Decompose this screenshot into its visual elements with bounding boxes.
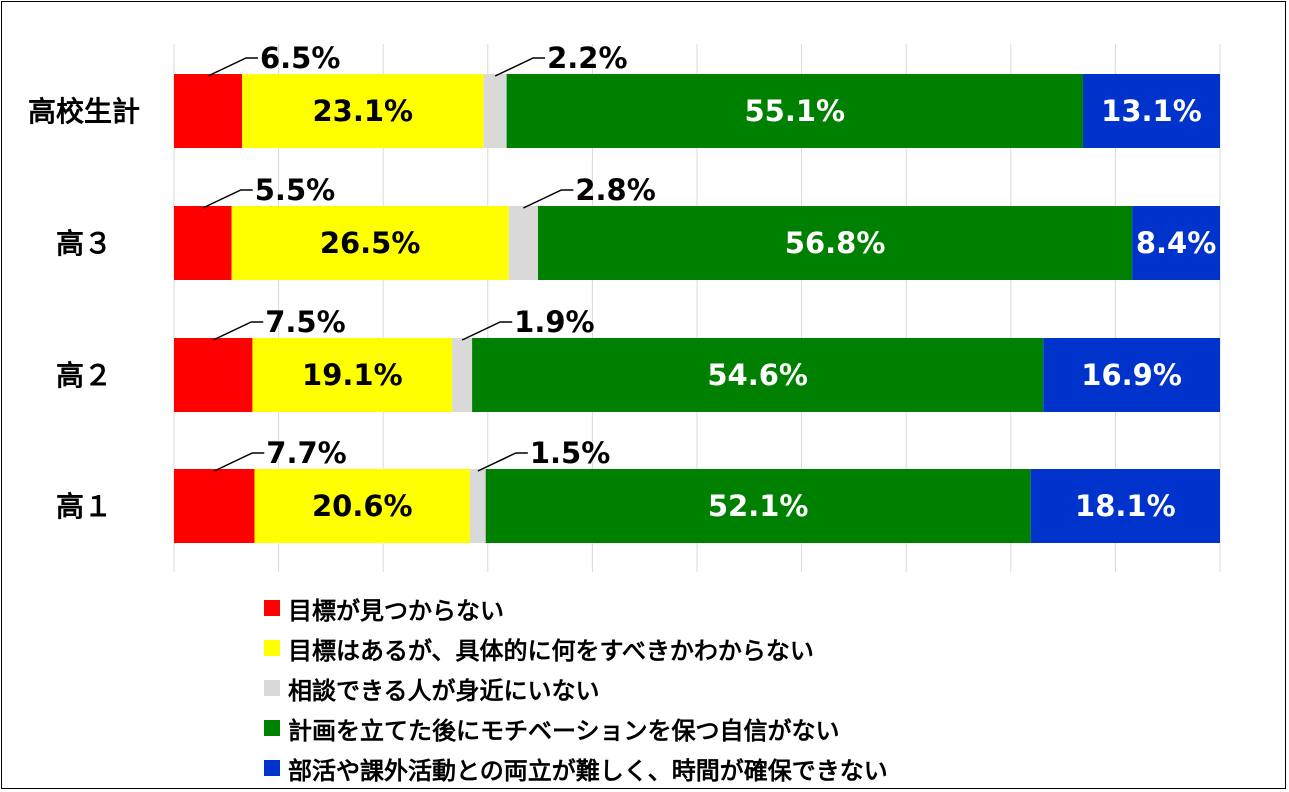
bar-segment xyxy=(485,469,1031,543)
data-label: 23.1% xyxy=(312,94,413,128)
data-label: 8.4% xyxy=(1136,226,1216,260)
data-label: 1.5% xyxy=(530,436,610,470)
bar-segment xyxy=(508,206,539,280)
data-label: 7.5% xyxy=(265,305,345,339)
stacked-bar-chart: 6.5% 23.1% 2.2% 55.1% 13.1% 5.5% 26.5% 2.8% 56.8… xyxy=(28,41,1221,572)
bar-segment xyxy=(472,338,1044,412)
data-label: 52.1% xyxy=(708,489,809,523)
legend-label: 目標が見つからない xyxy=(288,596,504,625)
leader-line xyxy=(523,189,574,209)
bar-segment xyxy=(174,74,242,148)
legend-item: 相談できる人が身近にいない xyxy=(264,668,1064,708)
bar-segment xyxy=(231,206,509,280)
legend-item: 目標はあるが、具体的に何をすべきかわからない xyxy=(264,628,1064,668)
legend-item: 計画を立てた後にモチベーションを保つ自信がない xyxy=(264,708,1064,748)
bar-segment xyxy=(174,338,253,412)
legend-swatch xyxy=(264,760,280,776)
data-label: 54.6% xyxy=(707,358,808,392)
data-label: 16.9% xyxy=(1081,358,1182,392)
bar-segment xyxy=(1030,469,1220,543)
leader-line xyxy=(477,452,528,472)
leader-line xyxy=(212,321,264,341)
data-label: 20.6% xyxy=(312,489,413,523)
leader-line xyxy=(494,57,546,77)
legend-label: 目標はあるが、具体的に何をすべきかわからない xyxy=(288,636,814,665)
leader-line xyxy=(202,189,253,209)
data-label: 26.5% xyxy=(320,226,421,260)
category-label: 高１ xyxy=(56,490,112,523)
data-label: 1.9% xyxy=(514,305,594,339)
legend-swatch xyxy=(264,600,280,616)
data-label: 55.1% xyxy=(744,94,845,128)
legend-label: 計画を立てた後にモチベーションを保つ自信がない xyxy=(288,716,840,745)
data-label: 19.1% xyxy=(302,358,403,392)
bar-segment xyxy=(241,74,484,148)
data-label: 7.7% xyxy=(266,436,346,470)
data-label: 56.8% xyxy=(785,226,886,260)
legend-swatch xyxy=(264,720,280,736)
legend-swatch xyxy=(264,640,280,656)
bar-segment xyxy=(1043,338,1220,412)
data-label: 2.2% xyxy=(547,41,627,75)
data-label: 5.5% xyxy=(255,173,335,207)
legend: 目標が見つからない目標はあるが、具体的に何をすべきかわからない 相談できる人が身近… xyxy=(264,588,1064,788)
data-label: 6.5% xyxy=(260,41,340,75)
leader-line xyxy=(207,57,258,77)
data-label: 18.1% xyxy=(1075,489,1176,523)
leader-line xyxy=(213,452,265,472)
bar-segment xyxy=(254,469,471,543)
category-label: 高校生計 xyxy=(28,95,140,128)
legend-label: 相談できる人が身近にいない xyxy=(288,676,600,705)
legend-label: 部活や課外活動との両立が難しく、時間が確保できない xyxy=(288,756,888,785)
bar-segment xyxy=(483,74,507,148)
legend-item: 目標が見つからない xyxy=(264,588,1064,628)
bar-segment xyxy=(470,469,486,543)
data-label: 13.1% xyxy=(1101,94,1202,128)
bar-segment xyxy=(506,74,1083,148)
category-label: 高２ xyxy=(56,359,112,392)
bar-segment xyxy=(252,338,453,412)
bar-segment xyxy=(174,206,232,280)
bar-segment xyxy=(1132,206,1220,280)
bar-segment xyxy=(174,469,255,543)
category-label: 高３ xyxy=(56,227,112,260)
bar-segment xyxy=(1082,74,1220,148)
bar-segment xyxy=(452,338,473,412)
data-label: 2.8% xyxy=(575,173,655,207)
bars: 6.5% 23.1% 2.2% 55.1% 13.1% 5.5% 26.5% 2.8% 56.8… xyxy=(174,41,1220,543)
bar-segment xyxy=(538,206,1133,280)
legend-swatch xyxy=(264,680,280,696)
leader-line xyxy=(461,321,513,341)
legend-item: 部活や課外活動との両立が難しく、時間が確保できない xyxy=(264,748,1064,788)
